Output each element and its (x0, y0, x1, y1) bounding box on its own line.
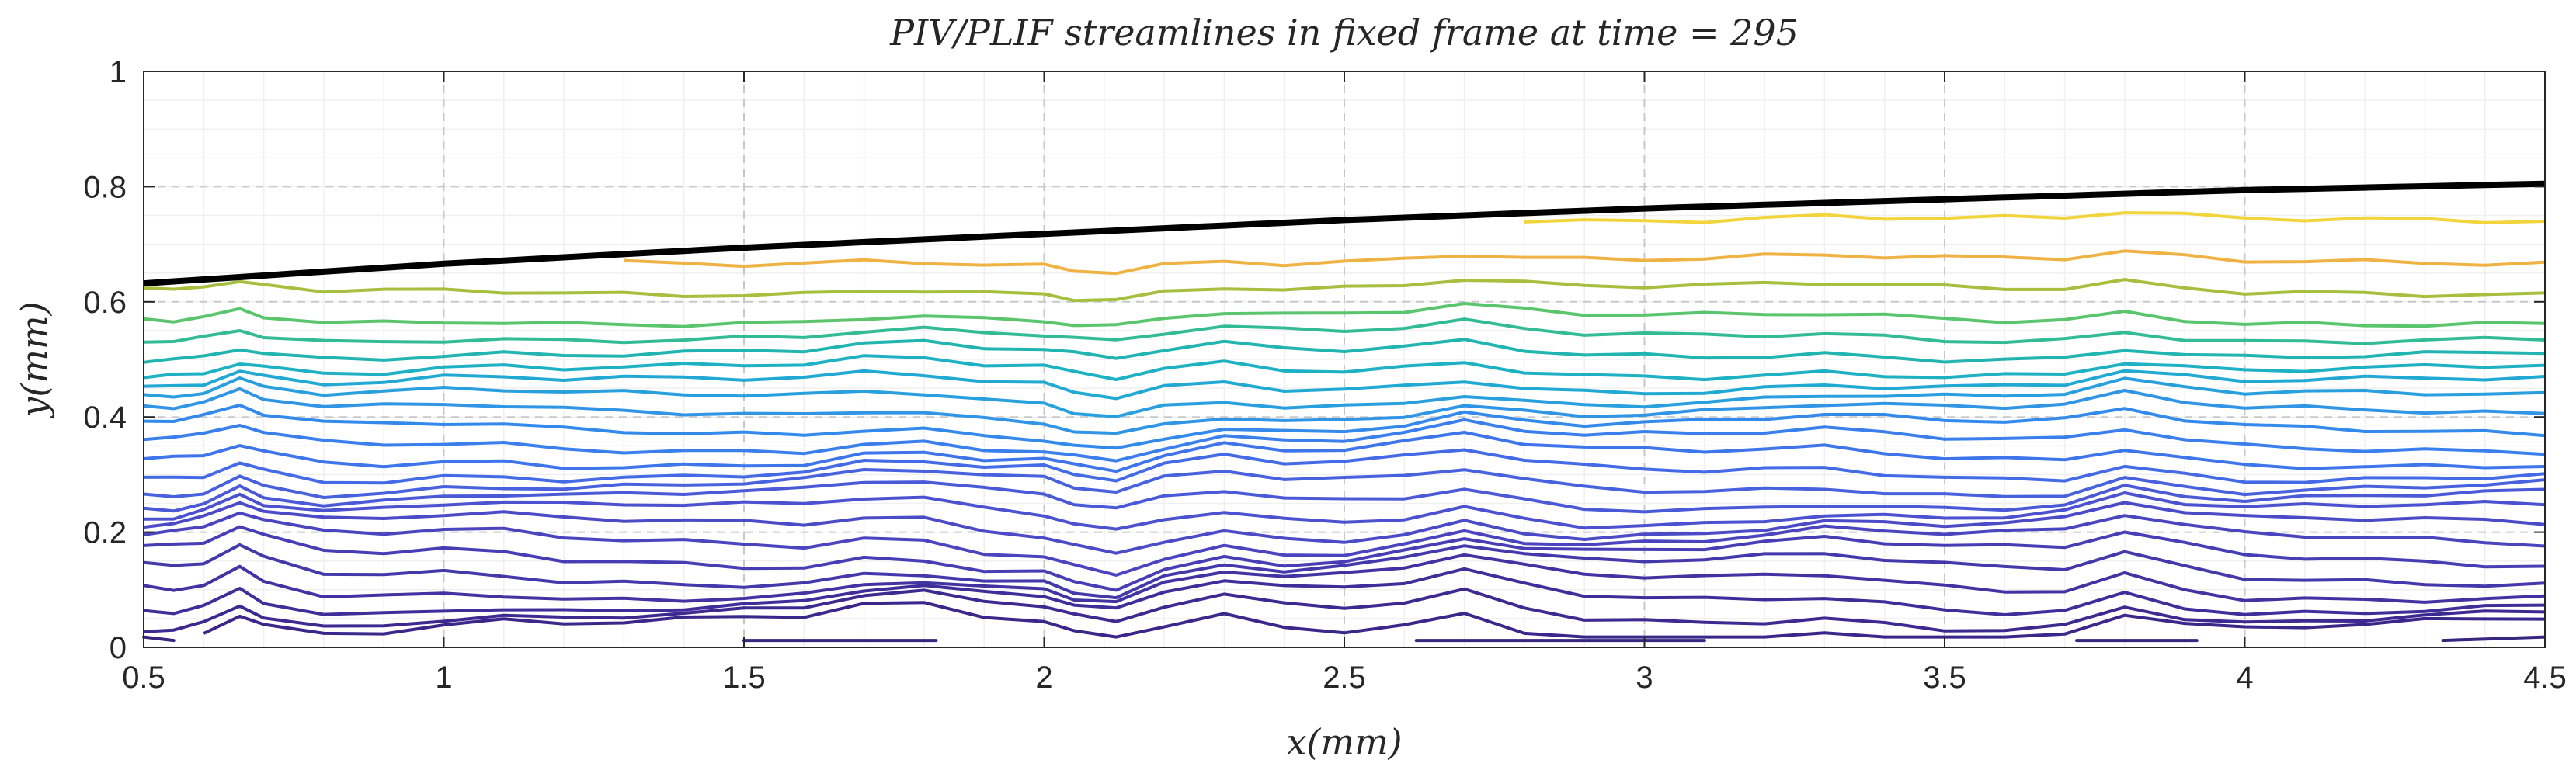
label-layer: PIV/PLIF streamlines in fixed frame at t… (13, 12, 1799, 763)
streamline (143, 387, 2546, 435)
x-tick-label: 4 (2236, 661, 2253, 695)
series-layer (142, 211, 2546, 643)
y-tick-label: 0 (110, 631, 127, 665)
y-tick-label: 0.2 (83, 516, 127, 550)
y-tick-label: 1 (110, 55, 127, 89)
interface-line (143, 180, 2546, 287)
x-tick-label: 3 (1636, 661, 1653, 695)
streamline (143, 468, 2546, 499)
y-axis-label: y(mm) (13, 301, 55, 418)
streamline (624, 249, 2546, 276)
x-axis-label: x(mm) (1286, 721, 1402, 763)
streamline-fragment (142, 635, 176, 643)
streamline (143, 543, 2546, 600)
streamline (143, 480, 2546, 514)
streamline (143, 511, 2546, 577)
chart-title: PIV/PLIF streamlines in fixed frame at t… (889, 12, 1799, 54)
y-tick-label: 0.4 (83, 401, 127, 435)
y-tick-label: 0.6 (83, 286, 127, 320)
streamline (143, 317, 2546, 345)
streamline-fragment (2441, 635, 2546, 643)
streamline (143, 338, 2546, 364)
x-tick-label: 2 (1035, 661, 1052, 695)
streamline (143, 567, 2546, 616)
streamline (1524, 211, 2546, 224)
streamline (203, 601, 2546, 639)
x-tick-label: 1 (435, 661, 452, 695)
streamline (143, 354, 2546, 382)
x-tick-label: 0.5 (122, 661, 165, 695)
streamline (143, 553, 2546, 604)
x-tick-label: 3.5 (1923, 661, 1966, 695)
streamline (143, 525, 2546, 592)
streamline (143, 448, 2546, 485)
streamline (143, 491, 2546, 531)
x-tick-label: 1.5 (722, 661, 766, 695)
streamline (143, 587, 2546, 633)
streamline (143, 501, 2546, 555)
streamline (143, 376, 2546, 418)
tick-layer: 0.5 1 1.5 2 2.5 3 3.5 4 4.5 0 0.2 0.4 0.6 0.8 1 (83, 55, 2566, 695)
streamline (143, 302, 2546, 328)
x-tick-label: 4.5 (2523, 661, 2567, 695)
streamline (143, 278, 2546, 303)
interface-layer (143, 180, 2546, 287)
streamline (143, 404, 2546, 450)
y-tick-label: 0.8 (83, 170, 127, 204)
streamline (143, 418, 2546, 463)
streamline (143, 369, 2546, 401)
x-tick-label: 2.5 (1323, 661, 1366, 695)
streamline (143, 431, 2546, 473)
